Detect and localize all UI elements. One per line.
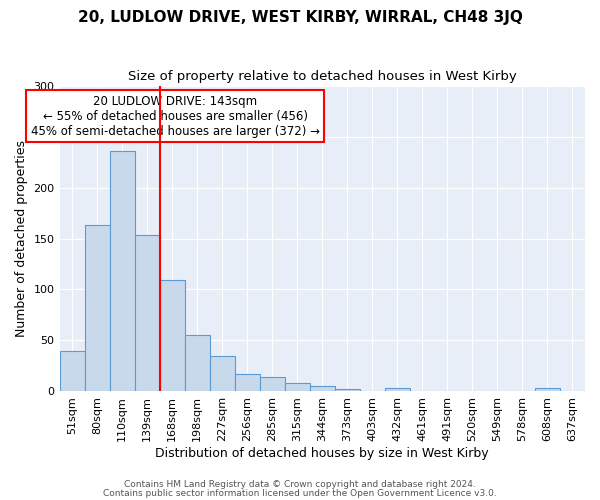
Bar: [185, 336, 209, 392]
Bar: [535, 388, 560, 392]
Bar: [385, 388, 410, 392]
Title: Size of property relative to detached houses in West Kirby: Size of property relative to detached ho…: [128, 70, 517, 83]
Bar: [85, 226, 110, 392]
Text: 20, LUDLOW DRIVE, WEST KIRBY, WIRRAL, CH48 3JQ: 20, LUDLOW DRIVE, WEST KIRBY, WIRRAL, CH…: [77, 10, 523, 25]
X-axis label: Distribution of detached houses by size in West Kirby: Distribution of detached houses by size …: [155, 447, 489, 460]
Bar: [335, 390, 360, 392]
Bar: [235, 374, 260, 392]
Text: Contains public sector information licensed under the Open Government Licence v3: Contains public sector information licen…: [103, 488, 497, 498]
Text: Contains HM Land Registry data © Crown copyright and database right 2024.: Contains HM Land Registry data © Crown c…: [124, 480, 476, 489]
Bar: [59, 350, 85, 392]
Y-axis label: Number of detached properties: Number of detached properties: [15, 140, 28, 337]
Bar: [134, 236, 160, 392]
Bar: [209, 356, 235, 392]
Text: 20 LUDLOW DRIVE: 143sqm
← 55% of detached houses are smaller (456)
45% of semi-d: 20 LUDLOW DRIVE: 143sqm ← 55% of detache…: [31, 94, 320, 138]
Bar: [160, 280, 185, 392]
Bar: [110, 151, 134, 392]
Bar: [260, 377, 285, 392]
Bar: [285, 384, 310, 392]
Bar: [310, 386, 335, 392]
